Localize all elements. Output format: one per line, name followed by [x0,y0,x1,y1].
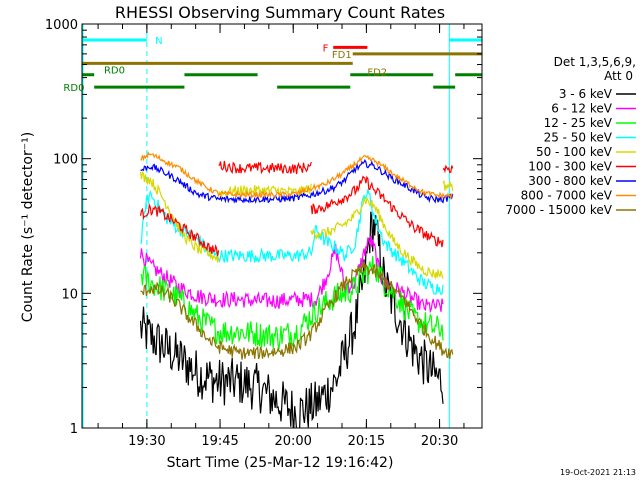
plot-frame [81,23,483,429]
x-tick-label: 19:45 [201,434,238,449]
y-tick-label: 1000 [45,18,78,33]
plot-area [82,24,482,428]
legend-header-detectors: Det 1,3,5,6,9, [554,55,636,69]
annotation-layer [82,24,482,428]
legend-entry-label: 3 - 6 keV [559,87,613,101]
series-line-100_300keV [139,202,220,257]
series-line-50_100keV [310,196,444,280]
y-tick-label: 1 [70,422,78,437]
series-line-800_7000keV [140,151,453,201]
timestamp: 19-Oct-2021 21:13 [560,468,636,477]
legend-entry-label: 25 - 50 keV [544,131,613,145]
series-line-50_100keV [218,183,312,199]
legend-entry-label: 12 - 25 keV [544,116,613,130]
flag-label-rd0: RD0 [63,83,84,94]
series-line-100_300keV [442,164,454,174]
chart-title: RHESSI Observing Summary Count Rates [115,3,445,22]
flag-label-fd1: FD1 [332,50,352,61]
y-tick-label: 100 [53,153,78,168]
legend-entry-label: 300 - 800 keV [528,174,612,188]
series-line-12_25keV [140,255,444,351]
legend-entry-label: 800 - 7000 keV [521,189,613,203]
series-line-7000_15000keV [140,261,454,360]
series-line-100_300keV [218,160,312,175]
x-axis-label: Start Time (25-Mar-12 19:16:42) [167,455,394,471]
flag-label-n: N [155,36,162,47]
legend-entry-label: 50 - 100 keV [536,145,613,159]
series-line-300_800keV [140,159,454,205]
legend-header-attenuator: Att 0 [604,69,633,83]
x-tick-label: 20:30 [421,434,458,449]
x-tick-label: 19:30 [128,434,165,449]
series-layer [139,151,454,428]
axes: 1 10 100 1000 19:30 19:45 20:00 20:15 20:30 [45,18,482,449]
legend-entry-label: 7000 - 15000 keV [505,203,612,217]
flag-label-fd2: FD2 [367,67,387,78]
series-line-50_100keV [442,179,454,191]
x-tick-label: 20:00 [274,434,311,449]
y-axis-label: Count Rate (s⁻¹ detector⁻¹) [20,132,36,322]
legend-entry-label: 100 - 300 keV [528,160,612,174]
x-tick-label: 20:15 [348,434,385,449]
flag-label-rd0: RD0 [104,66,125,77]
flag-label-f: F [323,43,329,54]
series-line-100_300keV [310,175,444,248]
y-tick-label: 10 [61,287,78,302]
legend-entry-label: 6 - 12 keV [551,102,613,116]
